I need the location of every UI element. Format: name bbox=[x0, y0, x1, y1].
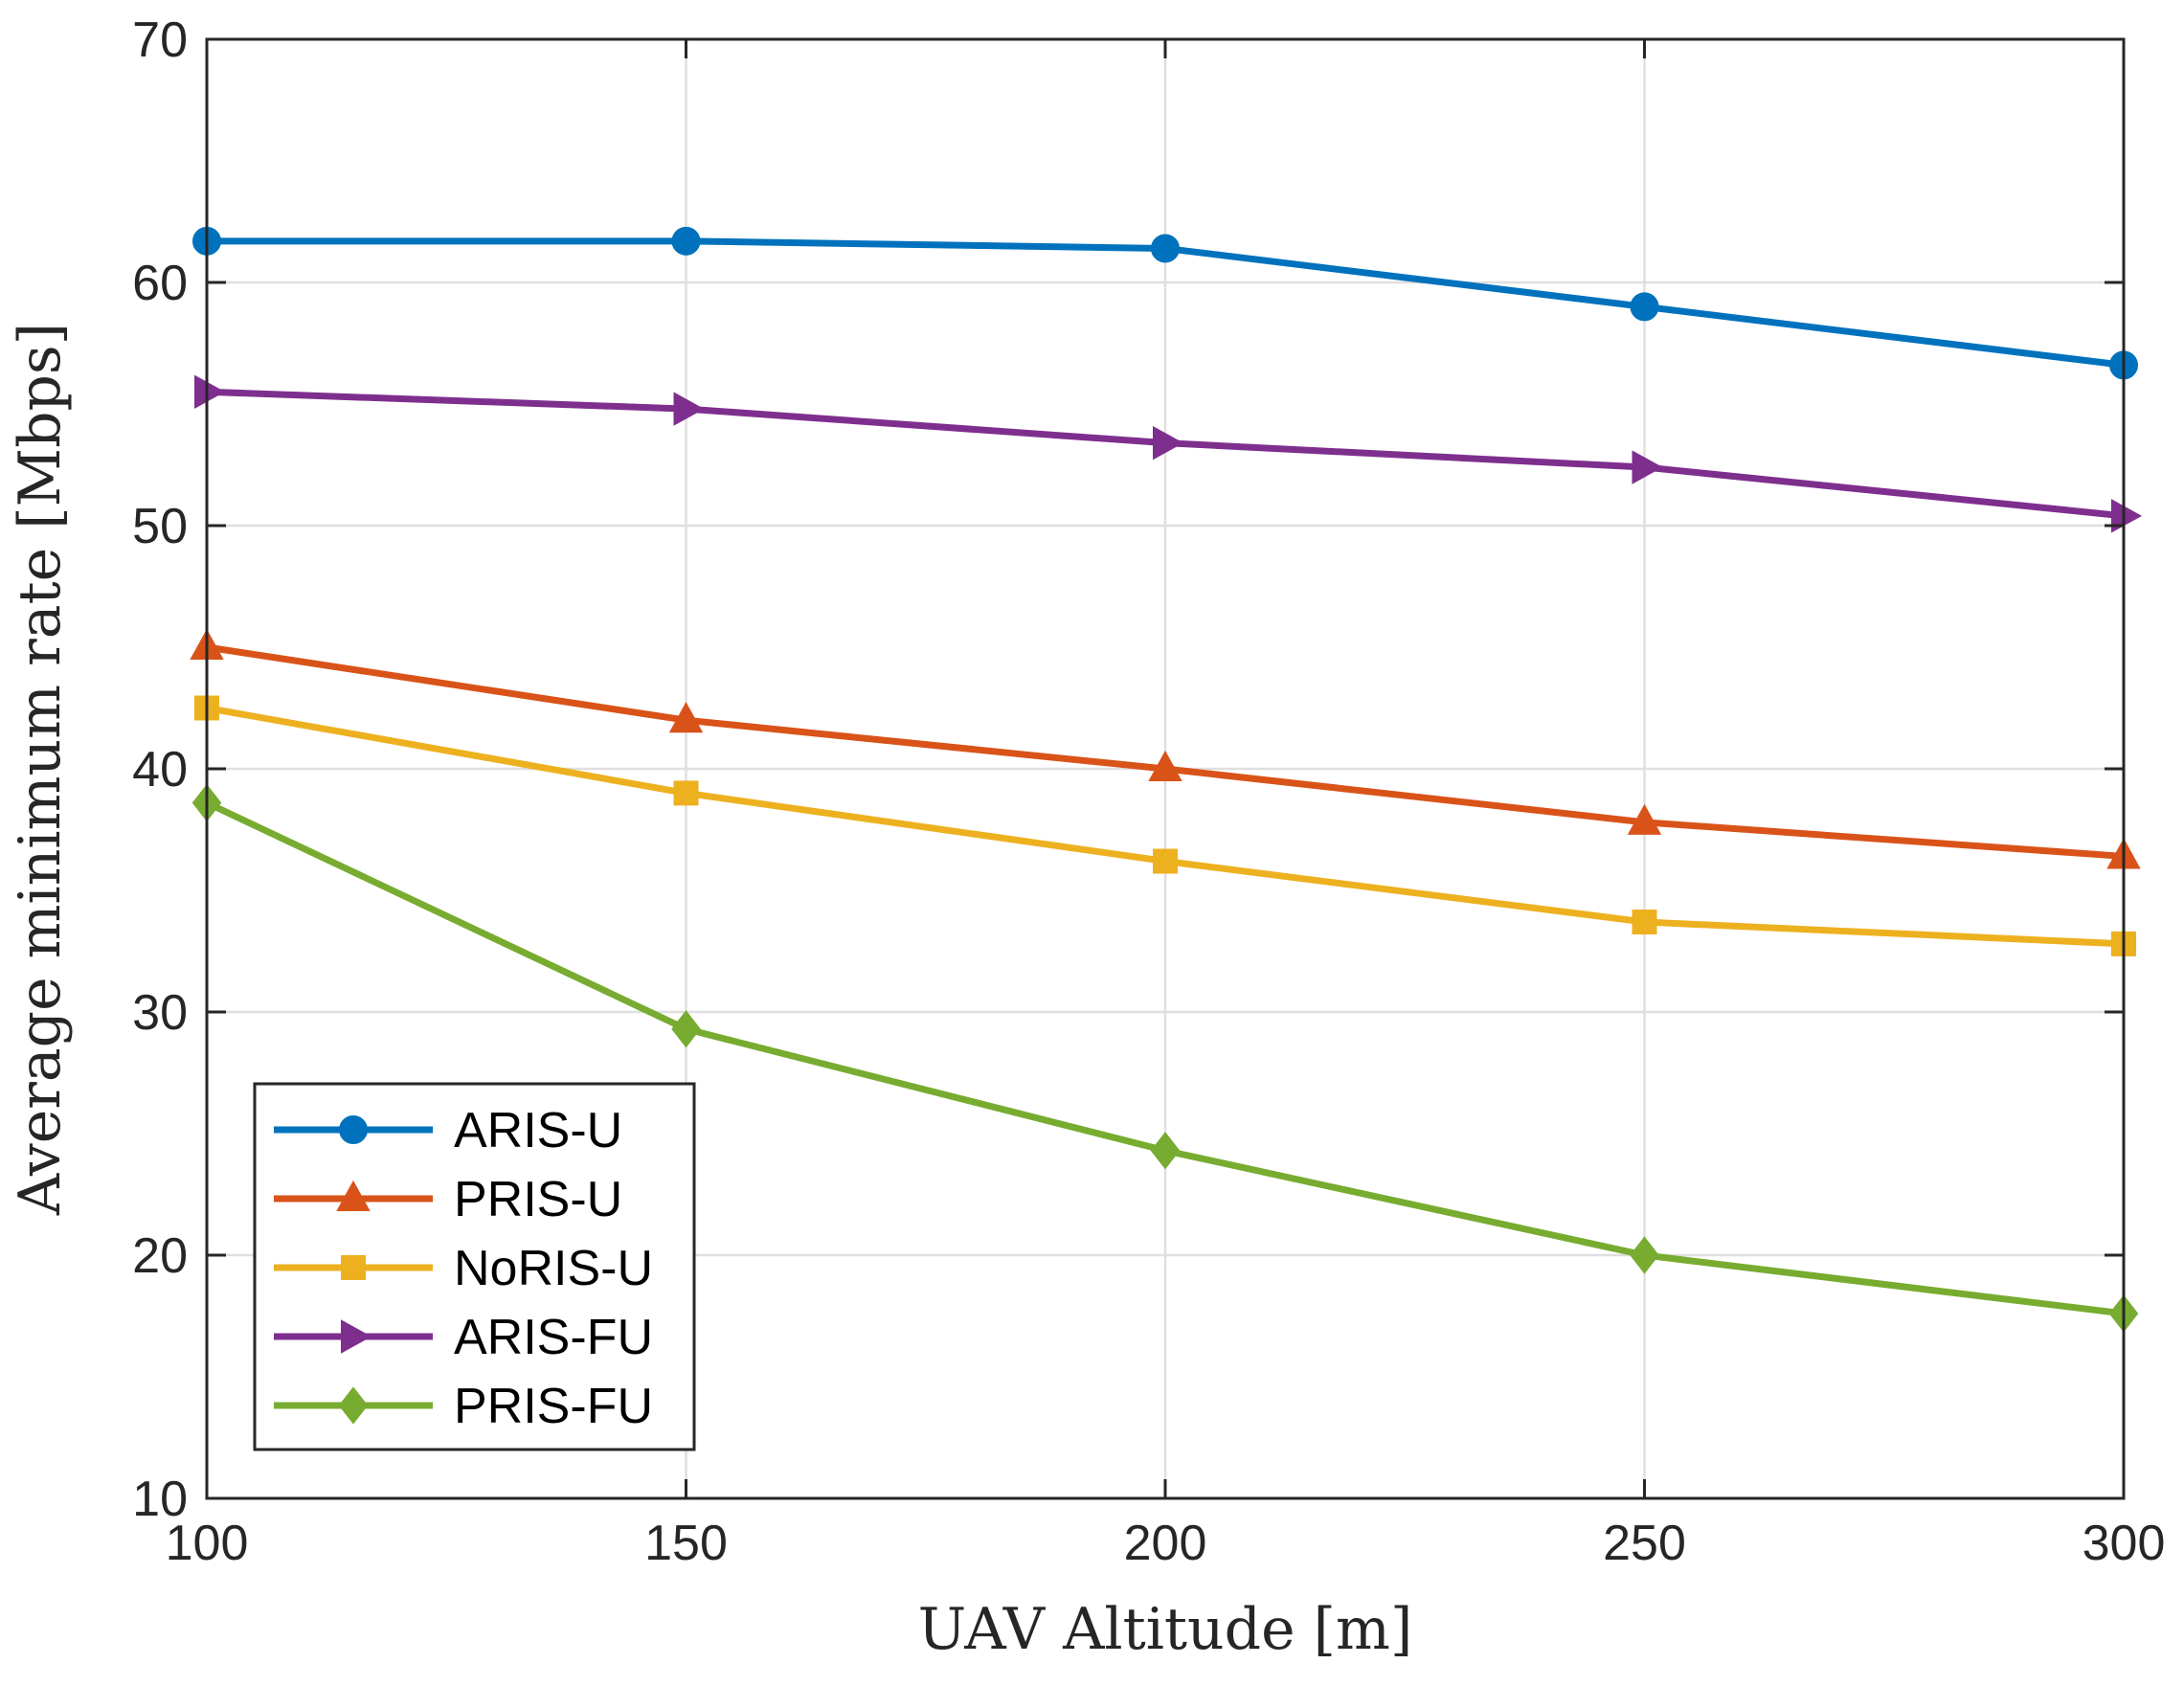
y-tick-label: 10 bbox=[132, 1472, 188, 1527]
data-point-noris-u bbox=[1632, 910, 1657, 935]
legend-marker-aris-fu bbox=[341, 1319, 372, 1354]
legend: ARIS-U PRIS-U NoRIS-U ARIS-FU PRIS-FU bbox=[253, 1082, 696, 1451]
data-point-pris-fu bbox=[1150, 1132, 1181, 1170]
legend-label-aris-u: ARIS-U bbox=[454, 1103, 622, 1158]
legend-marker-pris-u bbox=[336, 1180, 371, 1211]
data-point-pris-u bbox=[668, 702, 704, 733]
y-tick-label: 70 bbox=[132, 12, 188, 68]
legend-label-noris-u: NoRIS-U bbox=[454, 1241, 653, 1296]
data-point-aris-u bbox=[1151, 234, 1180, 263]
x-tick-label: 100 bbox=[166, 1516, 249, 1571]
legend-label-aris-fu: ARIS-FU bbox=[454, 1310, 653, 1365]
x-axis-title: UAV Altitude [m] bbox=[918, 1596, 1413, 1663]
x-tick-label: 200 bbox=[1124, 1516, 1207, 1571]
legend-marker-noris-u bbox=[341, 1255, 366, 1280]
x-tick-label: 150 bbox=[644, 1516, 728, 1571]
axis-ticks bbox=[205, 37, 2126, 1500]
y-tick-label: 40 bbox=[132, 742, 188, 798]
data-point-noris-u bbox=[673, 780, 699, 806]
series-markers bbox=[190, 226, 2143, 1333]
data-point-pris-u bbox=[1627, 803, 1662, 835]
legend-marker-aris-u bbox=[339, 1115, 368, 1144]
x-tick-label: 250 bbox=[1603, 1516, 1686, 1571]
data-point-pris-u bbox=[1148, 750, 1182, 781]
legend-marker-pris-fu bbox=[338, 1386, 369, 1425]
data-point-pris-fu bbox=[671, 1010, 701, 1048]
data-point-aris-u bbox=[1630, 292, 1659, 322]
tick-labels: 100 150 200 250 300 10 20 30 40 50 60 70 bbox=[132, 12, 2165, 1571]
data-point-aris-fu bbox=[2111, 499, 2143, 533]
data-point-noris-u bbox=[1153, 848, 1178, 874]
data-point-aris-fu bbox=[1632, 450, 1663, 484]
data-point-aris-u bbox=[671, 226, 701, 256]
data-point-aris-fu bbox=[194, 374, 226, 409]
y-tick-label: 60 bbox=[132, 256, 188, 311]
data-point-aris-fu bbox=[1153, 425, 1184, 461]
legend-label-pris-u: PRIS-U bbox=[454, 1172, 622, 1227]
legend-label-pris-fu: PRIS-FU bbox=[454, 1379, 653, 1434]
data-point-pris-fu bbox=[1630, 1236, 1659, 1274]
x-tick-label: 300 bbox=[2083, 1516, 2166, 1571]
data-point-aris-fu bbox=[673, 392, 705, 426]
y-tick-label: 30 bbox=[132, 985, 188, 1041]
y-tick-label: 20 bbox=[132, 1228, 188, 1284]
y-axis-title: Average minimum rate [Mbps] bbox=[7, 323, 74, 1216]
legend-items: ARIS-U PRIS-U NoRIS-U ARIS-FU PRIS-FU bbox=[274, 1103, 653, 1434]
y-tick-label: 50 bbox=[132, 499, 188, 554]
